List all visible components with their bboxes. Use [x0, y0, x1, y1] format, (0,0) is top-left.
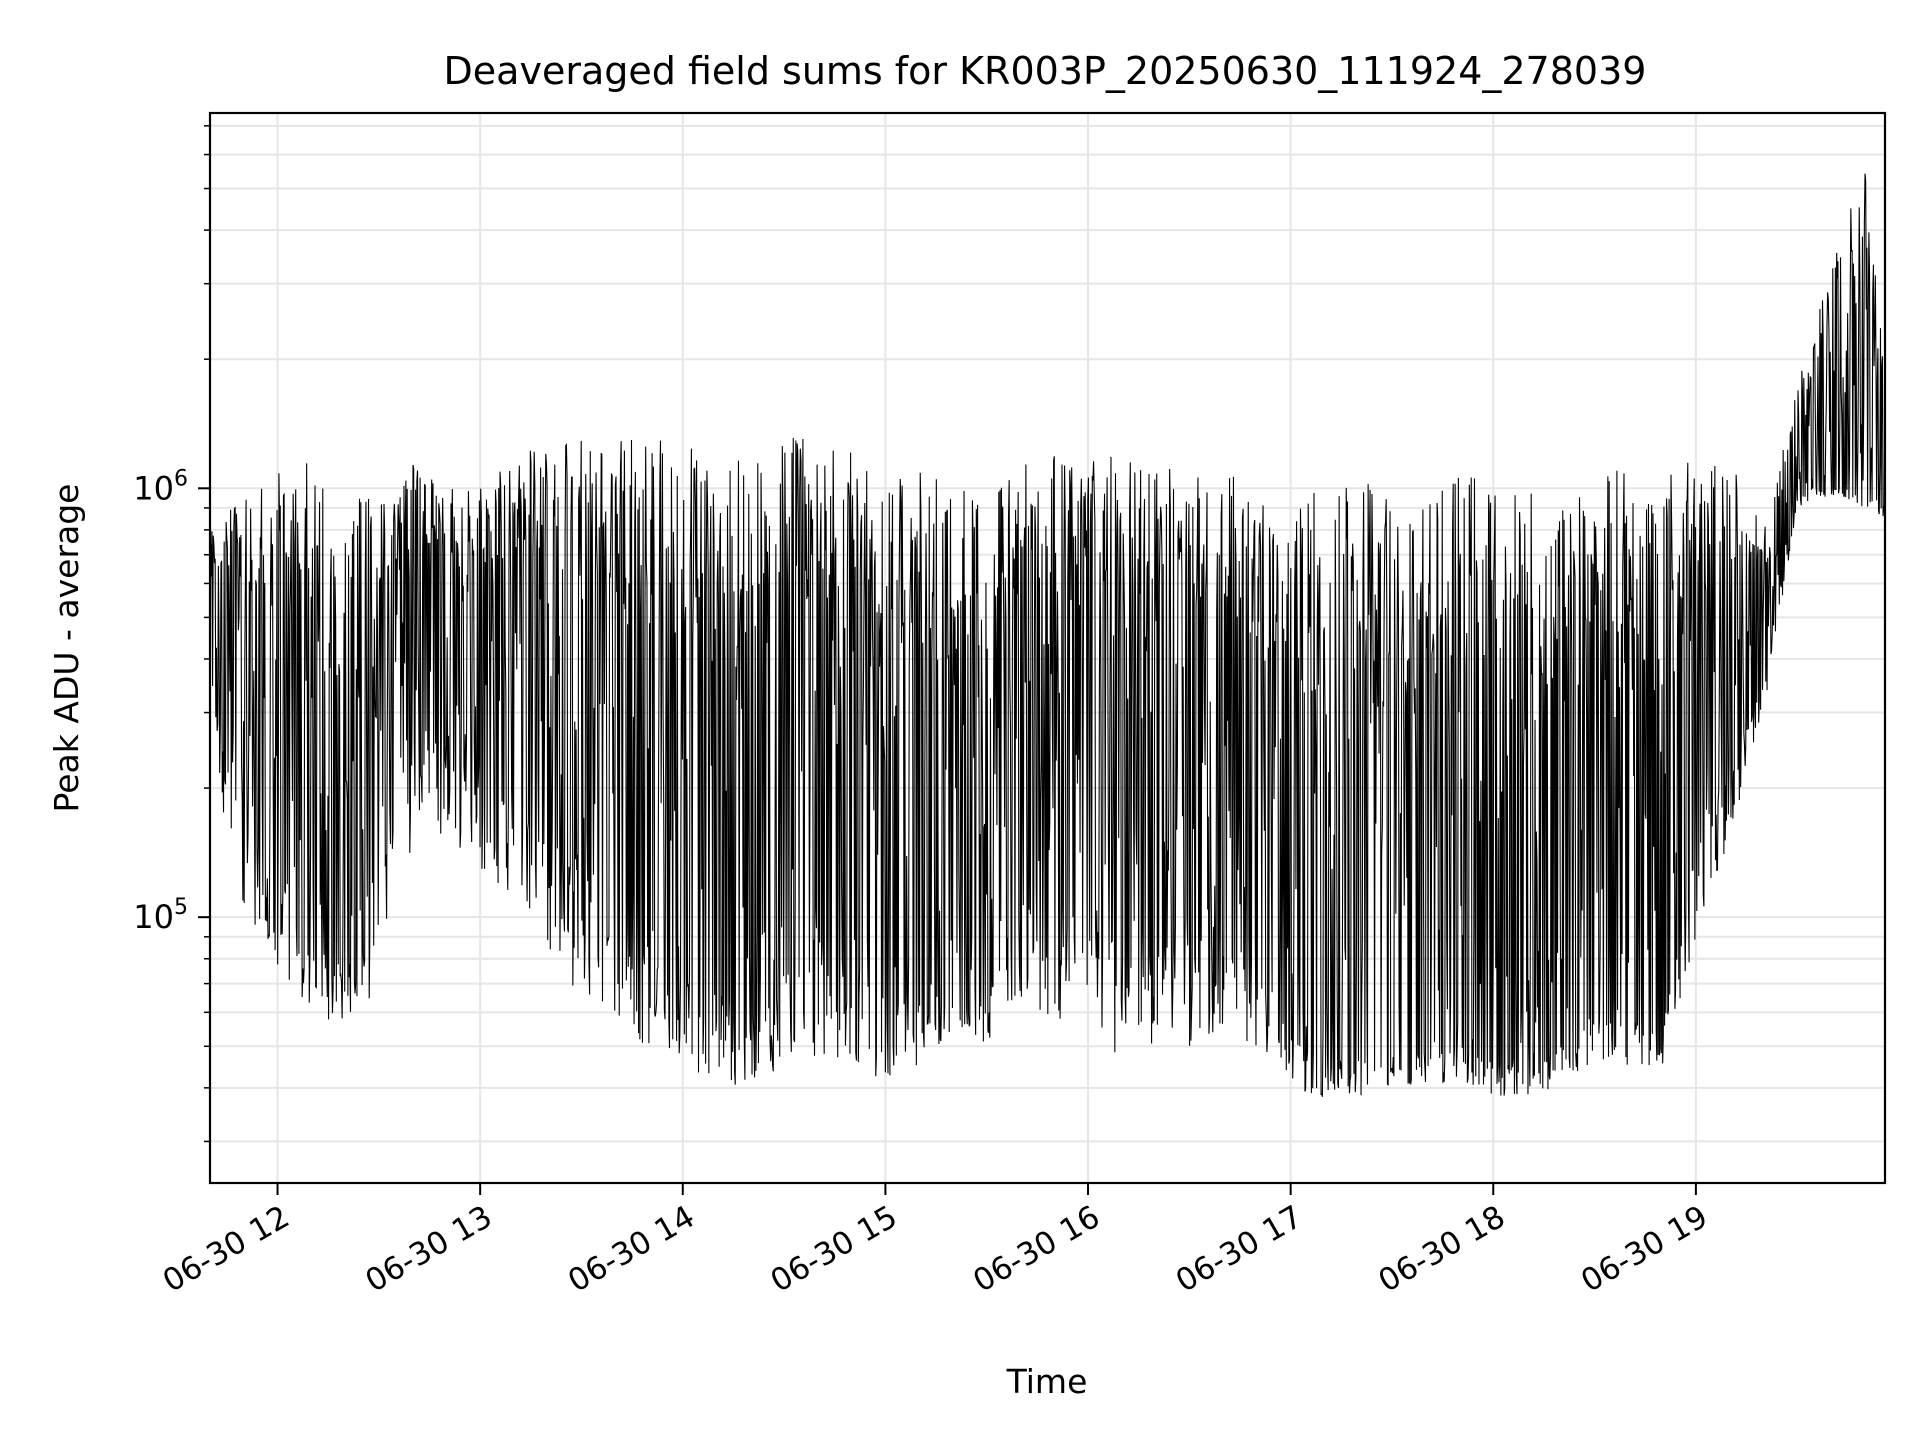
- data-series-line: [209, 173, 1886, 1097]
- series-path: [209, 173, 1886, 1097]
- plot-area-frame: [208, 111, 1887, 1185]
- x-axis-label: Time: [1006, 1362, 1088, 1401]
- y-axis-label: Peak ADU - average: [47, 484, 86, 813]
- y-tick-label: 106: [133, 466, 188, 507]
- chart-title: Deaveraged field sums for KR003P_2025063…: [444, 49, 1647, 93]
- y-axis: 105 106: [133, 125, 210, 1143]
- y-tick-label: 105: [133, 895, 188, 936]
